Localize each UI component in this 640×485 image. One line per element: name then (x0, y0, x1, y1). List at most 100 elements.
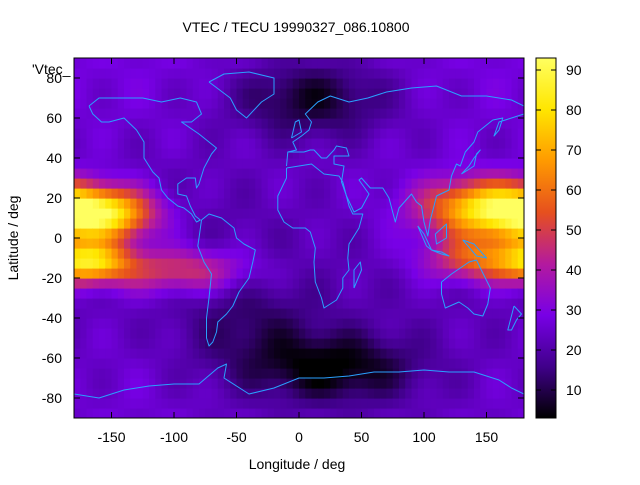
heatmap-cell (361, 178, 369, 189)
heatmap-cell (399, 68, 406, 79)
heatmap-cell (317, 78, 325, 89)
colorbar-tick-label: 90 (566, 62, 582, 78)
heatmap-cell (424, 78, 431, 89)
heatmap-cell (180, 208, 188, 219)
heatmap-cell (492, 188, 500, 199)
heatmap-cell (486, 148, 494, 159)
heatmap-cell (449, 248, 456, 259)
heatmap-cell (342, 228, 350, 239)
heatmap-cell (324, 308, 331, 319)
heatmap-cell (311, 308, 319, 319)
heatmap-cell (111, 228, 119, 239)
heatmap-cell (430, 308, 438, 319)
heatmap-cell (255, 148, 263, 159)
heatmap-cell (299, 218, 306, 229)
heatmap-cell (386, 388, 394, 399)
heatmap-cell (380, 78, 388, 89)
heatmap-cell (286, 268, 294, 279)
heatmap-cell (467, 88, 475, 99)
heatmap-cell (280, 268, 288, 279)
heatmap-cell (186, 58, 194, 69)
heatmap-cell (455, 88, 463, 99)
heatmap-cell (317, 68, 325, 79)
heatmap-cell (411, 348, 419, 359)
heatmap-cell (136, 238, 144, 249)
heatmap-cell (317, 88, 325, 99)
heatmap-cell (99, 78, 106, 89)
heatmap-cell (374, 318, 381, 329)
heatmap-cell (480, 278, 488, 289)
heatmap-cell (249, 128, 256, 139)
heatmap-cell (167, 308, 175, 319)
heatmap-cell (105, 288, 113, 299)
heatmap-cell (211, 358, 219, 369)
heatmap-cell (355, 218, 363, 229)
heatmap-cell (517, 158, 524, 169)
heatmap-cell (174, 278, 181, 289)
heatmap-cell (192, 238, 200, 249)
heatmap-cell (130, 388, 138, 399)
heatmap-cell (136, 408, 144, 418)
heatmap-cell (261, 348, 269, 359)
heatmap-cell (480, 68, 488, 79)
heatmap-cell (199, 158, 206, 169)
heatmap-cell (305, 68, 313, 79)
heatmap-cell (374, 158, 381, 169)
heatmap-cell (267, 268, 275, 279)
heatmap-cell (199, 338, 206, 349)
heatmap-cell (430, 298, 438, 309)
heatmap-cell (199, 98, 206, 109)
heatmap-cell (324, 378, 331, 389)
heatmap-cell (105, 158, 113, 169)
heatmap-cell (236, 98, 244, 109)
heatmap-cell (380, 288, 388, 299)
heatmap-cell (105, 408, 113, 418)
heatmap-cell (349, 398, 356, 409)
heatmap-cell (205, 168, 213, 179)
heatmap-cell (192, 208, 200, 219)
heatmap-cell (211, 158, 219, 169)
heatmap-cell (224, 228, 231, 239)
heatmap-cell (267, 228, 275, 239)
heatmap-cell (161, 148, 169, 159)
heatmap-cell (99, 98, 106, 109)
heatmap-cell (142, 228, 150, 239)
coastline-path (441, 259, 491, 317)
heatmap-cell (305, 308, 313, 319)
heatmap-cell (167, 228, 175, 239)
heatmap-cell (111, 258, 119, 269)
heatmap-cell (267, 208, 275, 219)
heatmap-cell (299, 258, 306, 269)
heatmap-cell (342, 298, 350, 309)
heatmap-cell (361, 138, 369, 149)
heatmap-cell (192, 168, 200, 179)
heatmap-cell (361, 238, 369, 249)
heatmap-cell (374, 368, 381, 379)
heatmap-cell (117, 108, 125, 119)
heatmap-cell (205, 238, 213, 249)
heatmap-cell (80, 338, 88, 349)
heatmap-cell (386, 398, 394, 409)
heatmap-cell (111, 118, 119, 129)
heatmap-cell (317, 128, 325, 139)
heatmap-cell (361, 358, 369, 369)
heatmap-cell (236, 368, 244, 379)
heatmap-cell (130, 188, 138, 199)
heatmap-cell (336, 188, 344, 199)
heatmap-cell (186, 98, 194, 109)
heatmap-cell (367, 168, 375, 179)
heatmap-cell (117, 228, 125, 239)
heatmap-cell (467, 408, 475, 418)
heatmap-cell (124, 138, 131, 149)
heatmap-cell (111, 168, 119, 179)
heatmap-cell (136, 378, 144, 389)
heatmap-cell (392, 398, 400, 409)
heatmap-cell (317, 108, 325, 119)
heatmap-cell (511, 88, 519, 99)
heatmap-cell (342, 358, 350, 369)
heatmap-cell (392, 408, 400, 418)
heatmap-cell (111, 248, 119, 259)
heatmap-cell (311, 338, 319, 349)
heatmap-cell (167, 358, 175, 369)
heatmap-cell (80, 78, 88, 89)
